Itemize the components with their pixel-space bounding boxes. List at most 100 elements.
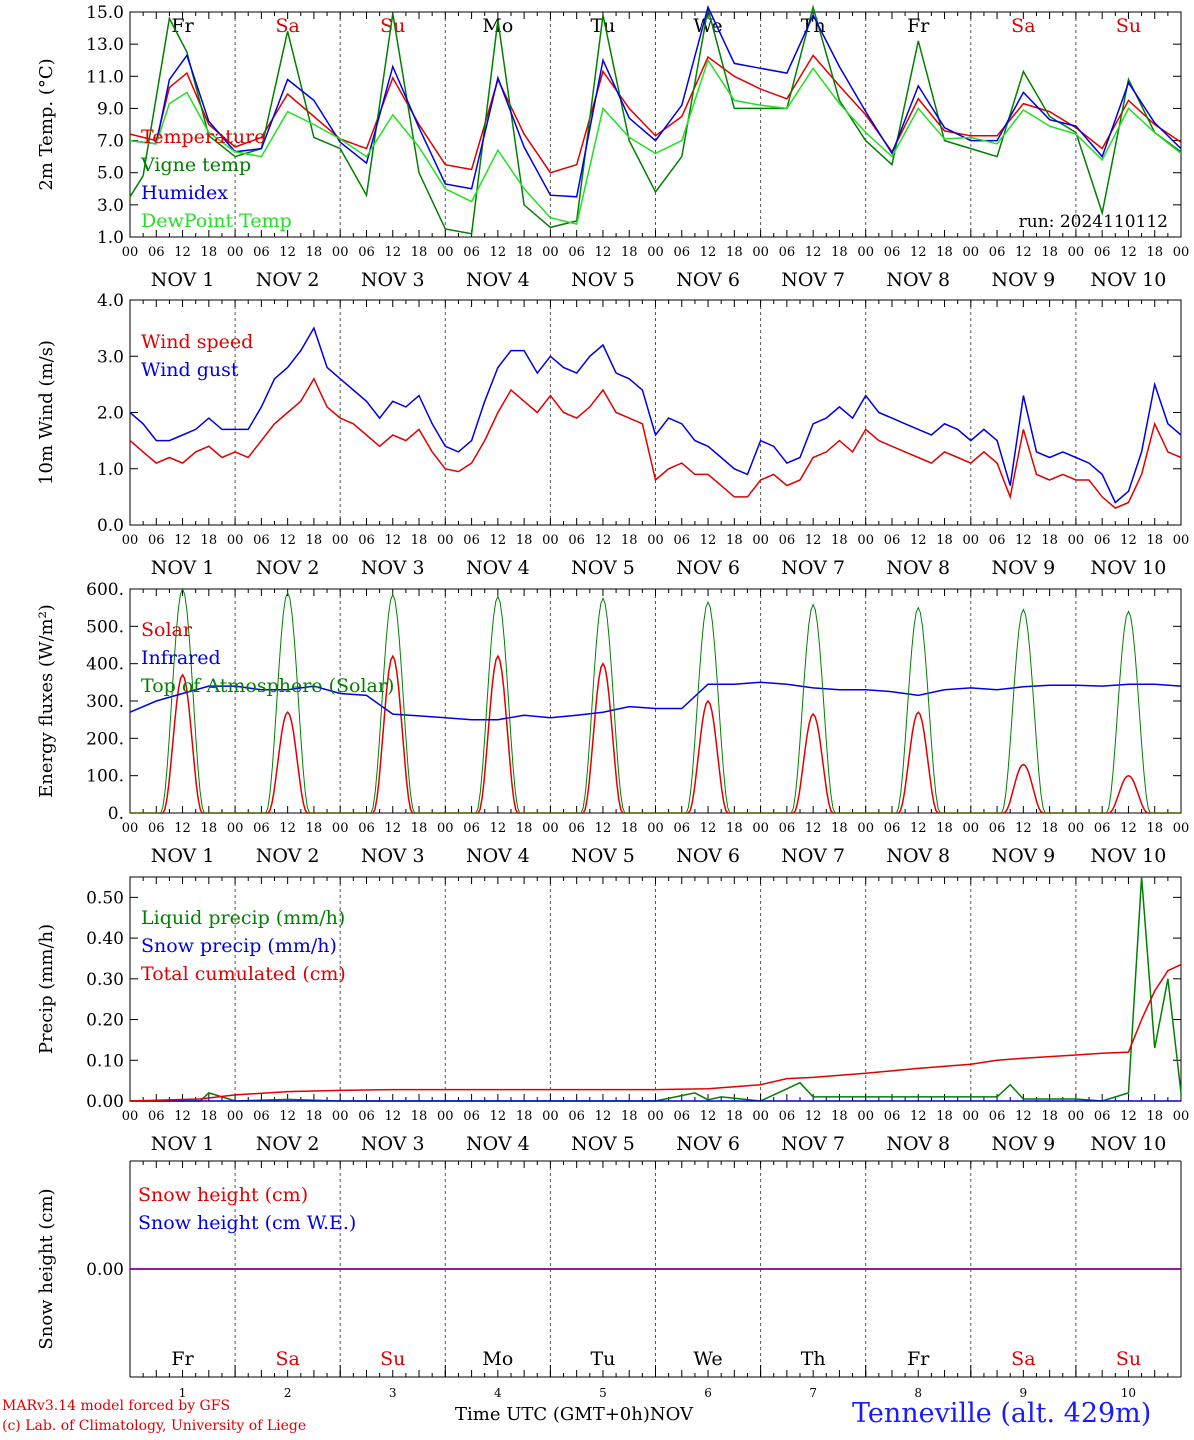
x-hour-label: 12 [1120,533,1137,548]
x-date-label: NOV 2 [256,845,320,867]
y-axis-label: Snow height (cm) [36,1188,57,1349]
x-hour-label: 12 [490,821,507,836]
x-hour-label: 12 [1120,245,1137,260]
day-abbr-label: Su [380,15,405,37]
x-hour-label: 18 [306,1109,323,1124]
x-hour-label: 18 [936,533,953,548]
x-date-label: NOV 6 [676,557,740,579]
x-hour-label: 00 [963,245,980,260]
y-axis-label: 10m Wind (m/s) [36,340,57,485]
panel-snow: 0.00 Snow height (cm) Fr 1 Sa 2 Su 3 Mo 4 Tu 5 We 6 Th… [36,1160,1182,1400]
x-hour-label: 18 [621,533,638,548]
series-line-top-of-atmosphere-solar- [130,587,1181,814]
x-hour-label: 00 [857,821,874,836]
x-hour-label: 06 [884,1109,901,1124]
y-tick-label: 0.00 [86,1260,124,1280]
x-hour-label: 12 [805,821,822,836]
x-hour-label: 00 [752,533,769,548]
x-date-label: NOV 2 [256,557,320,579]
y-tick-label: 15.0 [86,3,124,23]
x-hour-label: 06 [884,821,901,836]
x-hour-label: 00 [963,533,980,548]
x-hour-label: 12 [595,1109,612,1124]
x-hour-label: 12 [174,533,191,548]
x-hour-label: 12 [279,821,296,836]
x-date-label: NOV 2 [256,269,320,291]
x-date-label: NOV 10 [1091,269,1167,291]
x-hour-label: 18 [411,1109,428,1124]
x-hour-label: 18 [726,245,743,260]
x-hour-label: 00 [542,821,559,836]
day-abbr-label: Fr [171,1348,194,1370]
x-hour-label: 00 [752,1109,769,1124]
x-hour-label: 12 [279,533,296,548]
y-tick-label: 0.30 [86,970,124,990]
x-hour-label: 06 [253,821,270,836]
x-hour-label: 12 [279,245,296,260]
x-hour-label: 18 [1041,1109,1058,1124]
x-hour-label: 18 [1146,533,1163,548]
x-hour-label: 18 [1146,821,1163,836]
x-hour-label: 18 [306,821,323,836]
x-date-label: NOV 8 [886,1133,950,1155]
legend-entry: DewPoint Temp [141,210,292,232]
y-tick-label: 0.50 [86,888,124,908]
x-hour-label: 06 [1094,821,1111,836]
x-hour-label: 00 [542,1109,559,1124]
x-hour-label: 12 [490,1109,507,1124]
day-abbr-label: Mo [482,1348,513,1370]
x-hour-label: 00 [437,533,454,548]
x-axis-title: Time UTC (GMT+0h)NOV [455,1404,694,1425]
day-abbr-label: Sa [1011,1348,1035,1370]
y-tick-label: 9.0 [97,99,124,119]
day-number-label: 8 [914,1386,922,1400]
x-hour-label: 18 [726,533,743,548]
day-abbr-label: We [693,15,722,37]
y-tick-label: 200. [86,729,124,749]
day-abbr-label: Tu [590,1348,615,1370]
x-hour-label: 00 [227,245,244,260]
x-hour-label: 06 [568,533,585,548]
day-abbr-label: Su [1116,15,1141,37]
x-hour-label: 00 [1068,821,1085,836]
day-abbr-label: Sa [1011,15,1035,37]
x-date-label: NOV 8 [886,557,950,579]
x-hour-label: 00 [1173,821,1190,836]
x-date-label: NOV 5 [571,557,635,579]
x-hour-label: 18 [831,821,848,836]
x-hour-label: 18 [936,821,953,836]
x-hour-label: 12 [490,245,507,260]
x-hour-label: 12 [384,1109,401,1124]
x-hour-label: 00 [122,1109,139,1124]
x-hour-label: 00 [227,1109,244,1124]
y-tick-label: 0.20 [86,1011,124,1031]
x-hour-label: 00 [647,245,664,260]
x-hour-label: 12 [595,821,612,836]
y-tick-label: 3.0 [97,347,124,367]
series-line-temperature [129,54,1182,174]
day-number-label: 9 [1020,1386,1028,1400]
x-hour-label: 00 [857,1109,874,1124]
y-axis-label: Energy fluxes (W/m²) [36,604,57,798]
x-hour-label: 18 [936,1109,953,1124]
legend-entry: Temperature [141,126,265,148]
x-date-label: NOV 10 [1091,845,1167,867]
day-abbr-label: Fr [907,15,930,37]
x-date-label: NOV 6 [676,269,740,291]
plot-frame [129,11,1182,238]
x-date-label: NOV 6 [676,1133,740,1155]
x-hour-label: 12 [1015,1109,1032,1124]
x-hour-label: 06 [568,1109,585,1124]
x-hour-label: 00 [437,1109,454,1124]
x-hour-label: 00 [857,533,874,548]
day-number-label: 4 [494,1386,502,1400]
x-hour-label: 06 [989,1109,1006,1124]
legend-entry: Total cumulated (cm) [141,963,346,985]
x-date-label: NOV 7 [781,557,845,579]
x-date-label: NOV 4 [466,845,530,867]
x-hour-label: 00 [332,821,349,836]
x-hour-label: 18 [621,245,638,260]
x-date-label: NOV 9 [991,845,1055,867]
x-hour-label: 18 [516,533,533,548]
y-tick-label: 0.40 [86,929,124,949]
